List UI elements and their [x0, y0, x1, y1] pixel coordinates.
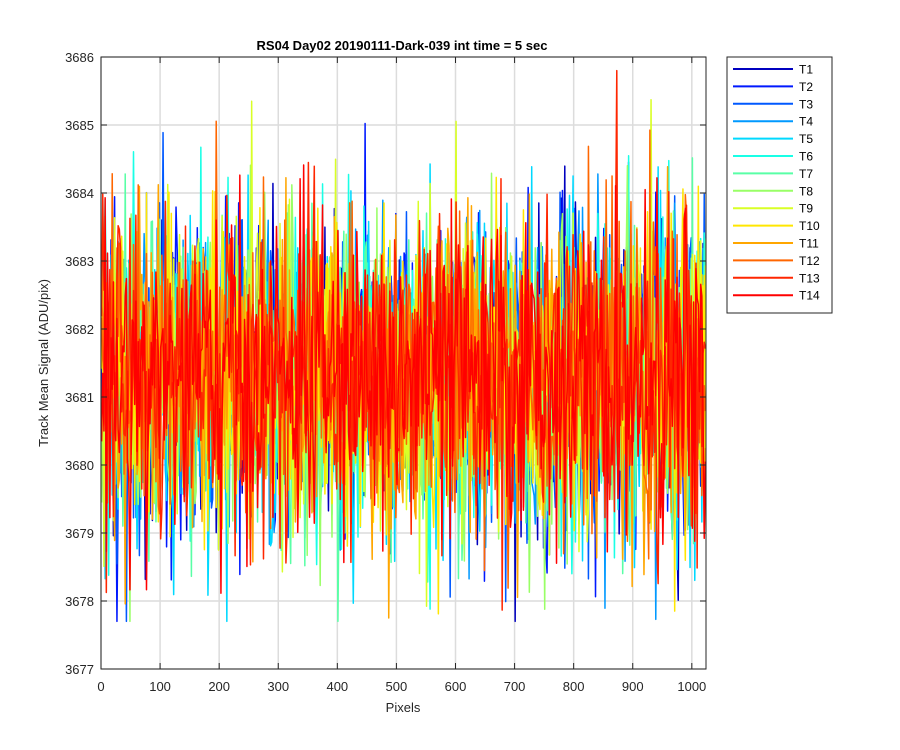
legend-label-t1: T1 [799, 63, 813, 77]
x-tick-label: 1000 [677, 679, 706, 694]
legend-label-t8: T8 [799, 184, 813, 198]
x-tick-label: 900 [622, 679, 644, 694]
legend: T1 T2 T3 T4 T5 T6 T7 T8 T9 T10 T11 T12 T13 T14 [726, 56, 833, 314]
y-tick-label: 3684 [65, 186, 94, 201]
x-axis-label: Pixels [386, 700, 421, 715]
y-tick-label: 3678 [65, 594, 94, 609]
x-tick-label: 300 [267, 679, 289, 694]
y-axis-label: Track Mean Signal (ADU/pix) [36, 279, 51, 447]
x-tick-label: 100 [149, 679, 171, 694]
axes-box [100, 56, 707, 670]
legend-label-t14: T14 [799, 289, 820, 303]
x-tick-label: 800 [563, 679, 585, 694]
x-tick-label: 400 [326, 679, 348, 694]
series-lines [101, 69, 706, 623]
legend-label-t3: T3 [799, 97, 813, 111]
y-axis: 3677 3678 3679 3680 3681 3682 3683 3684 3685 3686 [65, 50, 706, 677]
y-tick-label: 3680 [65, 458, 94, 473]
y-tick-label: 3682 [65, 322, 94, 337]
y-tick-label: 3681 [65, 390, 94, 405]
series-line-t14 [101, 164, 706, 595]
y-tick-label: 3683 [65, 254, 94, 269]
y-tick-label: 3677 [65, 662, 94, 677]
x-tick-label: 0 [97, 679, 104, 694]
legend-label-t9: T9 [799, 202, 813, 216]
x-tick-label: 700 [504, 679, 526, 694]
legend-label-t11: T11 [799, 237, 819, 251]
legend-label-t5: T5 [799, 132, 813, 146]
legend-label-t4: T4 [799, 115, 813, 129]
y-tick-label: 3686 [65, 50, 94, 65]
legend-label-t7: T7 [799, 167, 813, 181]
legend-label-t13: T13 [799, 271, 820, 285]
x-axis: 0 100 200 300 400 500 600 700 800 900 1000 [97, 57, 706, 694]
y-tick-label: 3685 [65, 118, 94, 133]
chart-title: RS04 Day02 20190111-Dark-039 int time = … [257, 38, 548, 53]
legend-label-t12: T12 [799, 254, 820, 268]
legend-label-t6: T6 [799, 150, 813, 164]
x-tick-label: 200 [208, 679, 230, 694]
legend-label-t2: T2 [799, 80, 813, 94]
legend-box [726, 56, 833, 314]
x-tick-label: 500 [386, 679, 408, 694]
y-tick-label: 3679 [65, 526, 94, 541]
series-line-t13 [101, 69, 706, 611]
legend-label-t10: T10 [799, 219, 820, 233]
x-tick-label: 600 [445, 679, 467, 694]
